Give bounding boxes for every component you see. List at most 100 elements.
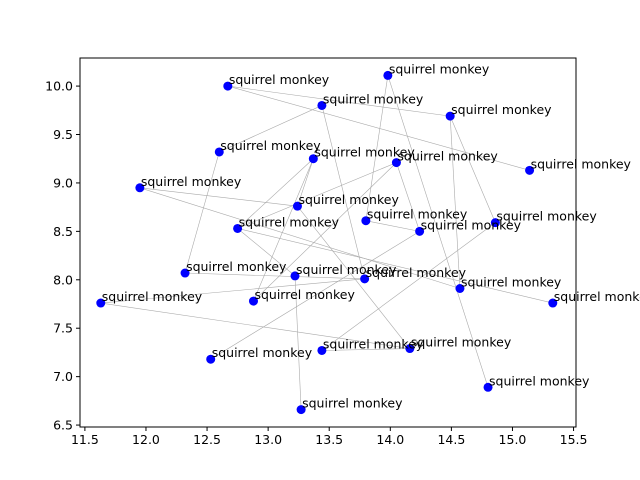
scatter-point (290, 271, 300, 281)
scatter-point (455, 284, 465, 294)
point-label: squirrel monkey (421, 217, 522, 232)
point-label: squirrel monkey (496, 209, 597, 224)
scatter-point (317, 345, 327, 355)
edge-line (297, 205, 411, 349)
y-tick-label: 7.5 (53, 321, 73, 336)
scatter-point (445, 111, 455, 121)
point-layer (96, 70, 558, 415)
point-label: squirrel monkey (296, 262, 397, 277)
edge-line (297, 158, 314, 207)
scatter-point (292, 201, 302, 211)
point-label: squirrel monkey (141, 174, 242, 189)
scatter-point (317, 100, 327, 110)
edge-line (237, 162, 397, 229)
point-label: squirrel monkey (254, 287, 355, 302)
scatter-point (223, 81, 233, 91)
edge-line (321, 105, 365, 279)
scatter-point (383, 70, 393, 80)
edge-line (449, 115, 496, 223)
edge-line (253, 158, 314, 302)
x-tick-label: 13.0 (254, 432, 282, 447)
y-axis-ticks: 6.5 7.0 7.5 8.0 8.5 9.0 9.5 10.0 (45, 79, 80, 433)
x-tick-label: 13.5 (315, 432, 343, 447)
edge-line (365, 220, 420, 232)
point-label: squirrel monkey (531, 156, 632, 171)
y-tick-label: 8.5 (53, 224, 73, 239)
edge-line (100, 278, 365, 304)
x-tick-label: 15.0 (499, 432, 527, 447)
edge-line (449, 116, 461, 289)
y-tick-label: 9.5 (53, 127, 73, 142)
edge-layer (100, 75, 553, 410)
edge-line (237, 158, 314, 229)
edge-line (365, 75, 389, 221)
scatter-point (548, 298, 558, 308)
y-tick-label: 6.5 (53, 418, 73, 433)
point-label: squirrel monkey (323, 336, 424, 351)
edge-line (219, 105, 323, 153)
edge-line (139, 187, 298, 207)
point-label: squirrel monkey (239, 214, 340, 229)
edge-line (184, 151, 220, 274)
edge-line (227, 85, 530, 171)
scatter-point (206, 354, 216, 364)
plot-frame (79, 57, 577, 428)
scatter-point (135, 183, 145, 193)
x-tick-label: 15.5 (560, 432, 588, 447)
point-label: squirrel monkey (102, 289, 203, 304)
edge-line (185, 272, 365, 280)
edge-line (387, 75, 489, 388)
x-tick-label: 11.5 (71, 432, 99, 447)
point-label: squirrel monkey (323, 91, 424, 106)
edge-line (237, 228, 296, 277)
x-tick-label: 12.5 (193, 432, 221, 447)
scatter-point (405, 344, 415, 354)
scatter-point (490, 218, 500, 228)
point-label: squirrel monkey (461, 275, 562, 290)
scatter-point (525, 165, 535, 175)
edge-line (227, 85, 451, 117)
point-label: squirrel monkey (554, 289, 640, 304)
edge-line (100, 302, 410, 349)
point-label: squirrel monkey (314, 145, 415, 160)
point-label: squirrel monkey (186, 259, 287, 274)
scatter-point (214, 147, 224, 157)
point-label: squirrel monkey (397, 149, 498, 164)
edge-line (210, 231, 420, 360)
point-label: squirrel monkey (367, 207, 468, 222)
edge-line (139, 187, 461, 289)
point-label: squirrel monkey (220, 138, 321, 153)
point-label: squirrel monkey (298, 192, 399, 207)
y-tick-label: 8.0 (53, 272, 73, 287)
scatter-point (248, 296, 258, 306)
point-label: squirrel monkey (411, 335, 512, 350)
edge-line (253, 162, 397, 302)
scatter-point (308, 154, 318, 164)
scatter-point (233, 223, 243, 233)
scatter-point (96, 298, 106, 308)
scatter-point (180, 268, 190, 278)
point-label: squirrel monkey (212, 345, 313, 360)
edge-line (321, 348, 410, 351)
y-tick-label: 7.0 (53, 369, 73, 384)
point-label: squirrel monkey (302, 396, 403, 411)
scatter-point (483, 382, 493, 392)
point-label: squirrel monkey (389, 61, 490, 76)
y-tick-label: 9.0 (53, 175, 73, 190)
point-label: squirrel monkey (489, 373, 590, 388)
scatter-point (391, 158, 401, 168)
x-tick-label: 14.0 (376, 432, 404, 447)
x-axis-ticks: 11.5 12.0 12.5 13.0 13.5 14.0 14.5 15.0 15.5 (71, 427, 588, 447)
x-tick-label: 14.5 (437, 432, 465, 447)
edge-line (237, 228, 553, 304)
point-label: squirrel monkey (229, 72, 330, 87)
scatter-point (296, 405, 306, 415)
edge-line (321, 222, 496, 351)
y-tick-label: 10.0 (45, 79, 73, 94)
x-tick-label: 12.0 (132, 432, 160, 447)
scatter-point (360, 274, 370, 284)
scatter-point (361, 216, 371, 226)
point-label: squirrel monkey (451, 102, 552, 117)
